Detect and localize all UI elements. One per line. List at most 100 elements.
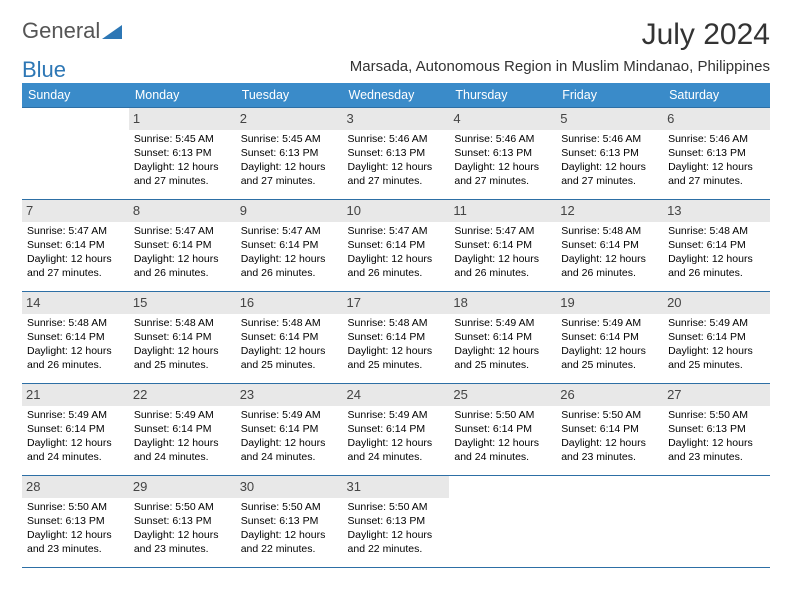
calendar-cell: 27Sunrise: 5:50 AMSunset: 6:13 PMDayligh…	[663, 384, 770, 476]
day-number: 28	[22, 476, 129, 498]
daylight-text: Daylight: 12 hours and 26 minutes.	[668, 252, 765, 280]
calendar-cell: 19Sunrise: 5:49 AMSunset: 6:14 PMDayligh…	[556, 292, 663, 384]
daylight-text: Daylight: 12 hours and 24 minutes.	[454, 436, 551, 464]
calendar-cell: 21Sunrise: 5:49 AMSunset: 6:14 PMDayligh…	[22, 384, 129, 476]
calendar-cell: 12Sunrise: 5:48 AMSunset: 6:14 PMDayligh…	[556, 200, 663, 292]
daylight-text: Daylight: 12 hours and 23 minutes.	[134, 528, 231, 556]
calendar-cell: 14Sunrise: 5:48 AMSunset: 6:14 PMDayligh…	[22, 292, 129, 384]
day-number: 25	[449, 384, 556, 406]
calendar-cell: 18Sunrise: 5:49 AMSunset: 6:14 PMDayligh…	[449, 292, 556, 384]
sunrise-text: Sunrise: 5:50 AM	[454, 408, 551, 422]
daylight-text: Daylight: 12 hours and 27 minutes.	[348, 160, 445, 188]
day-number: 7	[22, 200, 129, 222]
sunset-text: Sunset: 6:13 PM	[241, 514, 338, 528]
sunrise-text: Sunrise: 5:48 AM	[241, 316, 338, 330]
sunrise-text: Sunrise: 5:47 AM	[134, 224, 231, 238]
brand-triangle-icon	[102, 23, 122, 39]
sunset-text: Sunset: 6:14 PM	[134, 330, 231, 344]
sunset-text: Sunset: 6:14 PM	[561, 330, 658, 344]
weekday-header: Saturday	[663, 83, 770, 108]
calendar-cell: 23Sunrise: 5:49 AMSunset: 6:14 PMDayligh…	[236, 384, 343, 476]
sunset-text: Sunset: 6:13 PM	[668, 422, 765, 436]
day-number: 1	[129, 108, 236, 130]
sunset-text: Sunset: 6:13 PM	[241, 146, 338, 160]
daylight-text: Daylight: 12 hours and 24 minutes.	[134, 436, 231, 464]
calendar-cell: 25Sunrise: 5:50 AMSunset: 6:14 PMDayligh…	[449, 384, 556, 476]
day-number: 31	[343, 476, 450, 498]
brand-part1: General	[22, 18, 100, 44]
sunset-text: Sunset: 6:13 PM	[668, 146, 765, 160]
sunset-text: Sunset: 6:14 PM	[668, 330, 765, 344]
sunset-text: Sunset: 6:13 PM	[348, 146, 445, 160]
daylight-text: Daylight: 12 hours and 23 minutes.	[27, 528, 124, 556]
day-number: 16	[236, 292, 343, 314]
day-number: 11	[449, 200, 556, 222]
calendar-cell: 30Sunrise: 5:50 AMSunset: 6:13 PMDayligh…	[236, 476, 343, 568]
day-number: 17	[343, 292, 450, 314]
daylight-text: Daylight: 12 hours and 27 minutes.	[27, 252, 124, 280]
day-number: 23	[236, 384, 343, 406]
calendar-cell: 5Sunrise: 5:46 AMSunset: 6:13 PMDaylight…	[556, 108, 663, 200]
sunrise-text: Sunrise: 5:46 AM	[668, 132, 765, 146]
sunrise-text: Sunrise: 5:47 AM	[454, 224, 551, 238]
day-number: 27	[663, 384, 770, 406]
daylight-text: Daylight: 12 hours and 26 minutes.	[241, 252, 338, 280]
calendar-cell: 26Sunrise: 5:50 AMSunset: 6:14 PMDayligh…	[556, 384, 663, 476]
daylight-text: Daylight: 12 hours and 27 minutes.	[241, 160, 338, 188]
daylight-text: Daylight: 12 hours and 25 minutes.	[348, 344, 445, 372]
sunset-text: Sunset: 6:14 PM	[454, 238, 551, 252]
calendar-cell: 4Sunrise: 5:46 AMSunset: 6:13 PMDaylight…	[449, 108, 556, 200]
day-number: 2	[236, 108, 343, 130]
calendar-cell: 20Sunrise: 5:49 AMSunset: 6:14 PMDayligh…	[663, 292, 770, 384]
daylight-text: Daylight: 12 hours and 23 minutes.	[668, 436, 765, 464]
calendar-cell: 15Sunrise: 5:48 AMSunset: 6:14 PMDayligh…	[129, 292, 236, 384]
calendar-cell: 24Sunrise: 5:49 AMSunset: 6:14 PMDayligh…	[343, 384, 450, 476]
sunset-text: Sunset: 6:14 PM	[561, 238, 658, 252]
weekday-header: Monday	[129, 83, 236, 108]
sunset-text: Sunset: 6:14 PM	[348, 422, 445, 436]
sunrise-text: Sunrise: 5:48 AM	[348, 316, 445, 330]
sunrise-text: Sunrise: 5:48 AM	[27, 316, 124, 330]
sunset-text: Sunset: 6:14 PM	[134, 238, 231, 252]
sunset-text: Sunset: 6:14 PM	[668, 238, 765, 252]
daylight-text: Daylight: 12 hours and 25 minutes.	[134, 344, 231, 372]
sunset-text: Sunset: 6:14 PM	[241, 238, 338, 252]
calendar-cell: 7Sunrise: 5:47 AMSunset: 6:14 PMDaylight…	[22, 200, 129, 292]
weekday-header-row: SundayMondayTuesdayWednesdayThursdayFrid…	[22, 83, 770, 108]
calendar-cell: 28Sunrise: 5:50 AMSunset: 6:13 PMDayligh…	[22, 476, 129, 568]
calendar-cell: 10Sunrise: 5:47 AMSunset: 6:14 PMDayligh…	[343, 200, 450, 292]
calendar-cell-empty	[449, 476, 556, 568]
sunrise-text: Sunrise: 5:49 AM	[348, 408, 445, 422]
calendar-cell: 29Sunrise: 5:50 AMSunset: 6:13 PMDayligh…	[129, 476, 236, 568]
daylight-text: Daylight: 12 hours and 26 minutes.	[348, 252, 445, 280]
sunset-text: Sunset: 6:13 PM	[134, 514, 231, 528]
day-number: 13	[663, 200, 770, 222]
sunrise-text: Sunrise: 5:50 AM	[348, 500, 445, 514]
day-number: 9	[236, 200, 343, 222]
day-number: 12	[556, 200, 663, 222]
day-number: 3	[343, 108, 450, 130]
calendar-table: SundayMondayTuesdayWednesdayThursdayFrid…	[22, 83, 770, 568]
daylight-text: Daylight: 12 hours and 25 minutes.	[668, 344, 765, 372]
sunrise-text: Sunrise: 5:48 AM	[134, 316, 231, 330]
sunrise-text: Sunrise: 5:46 AM	[348, 132, 445, 146]
sunset-text: Sunset: 6:14 PM	[348, 330, 445, 344]
day-number: 6	[663, 108, 770, 130]
calendar-row: 1Sunrise: 5:45 AMSunset: 6:13 PMDaylight…	[22, 108, 770, 200]
daylight-text: Daylight: 12 hours and 25 minutes.	[241, 344, 338, 372]
calendar-cell-empty	[556, 476, 663, 568]
sunset-text: Sunset: 6:14 PM	[561, 422, 658, 436]
brand-logo: General	[22, 18, 122, 44]
sunrise-text: Sunrise: 5:48 AM	[561, 224, 658, 238]
day-number: 21	[22, 384, 129, 406]
sunrise-text: Sunrise: 5:49 AM	[241, 408, 338, 422]
calendar-cell: 22Sunrise: 5:49 AMSunset: 6:14 PMDayligh…	[129, 384, 236, 476]
daylight-text: Daylight: 12 hours and 26 minutes.	[27, 344, 124, 372]
daylight-text: Daylight: 12 hours and 25 minutes.	[454, 344, 551, 372]
day-number: 26	[556, 384, 663, 406]
calendar-row: 21Sunrise: 5:49 AMSunset: 6:14 PMDayligh…	[22, 384, 770, 476]
sunrise-text: Sunrise: 5:46 AM	[454, 132, 551, 146]
sunset-text: Sunset: 6:14 PM	[27, 330, 124, 344]
day-number: 30	[236, 476, 343, 498]
sunrise-text: Sunrise: 5:48 AM	[668, 224, 765, 238]
